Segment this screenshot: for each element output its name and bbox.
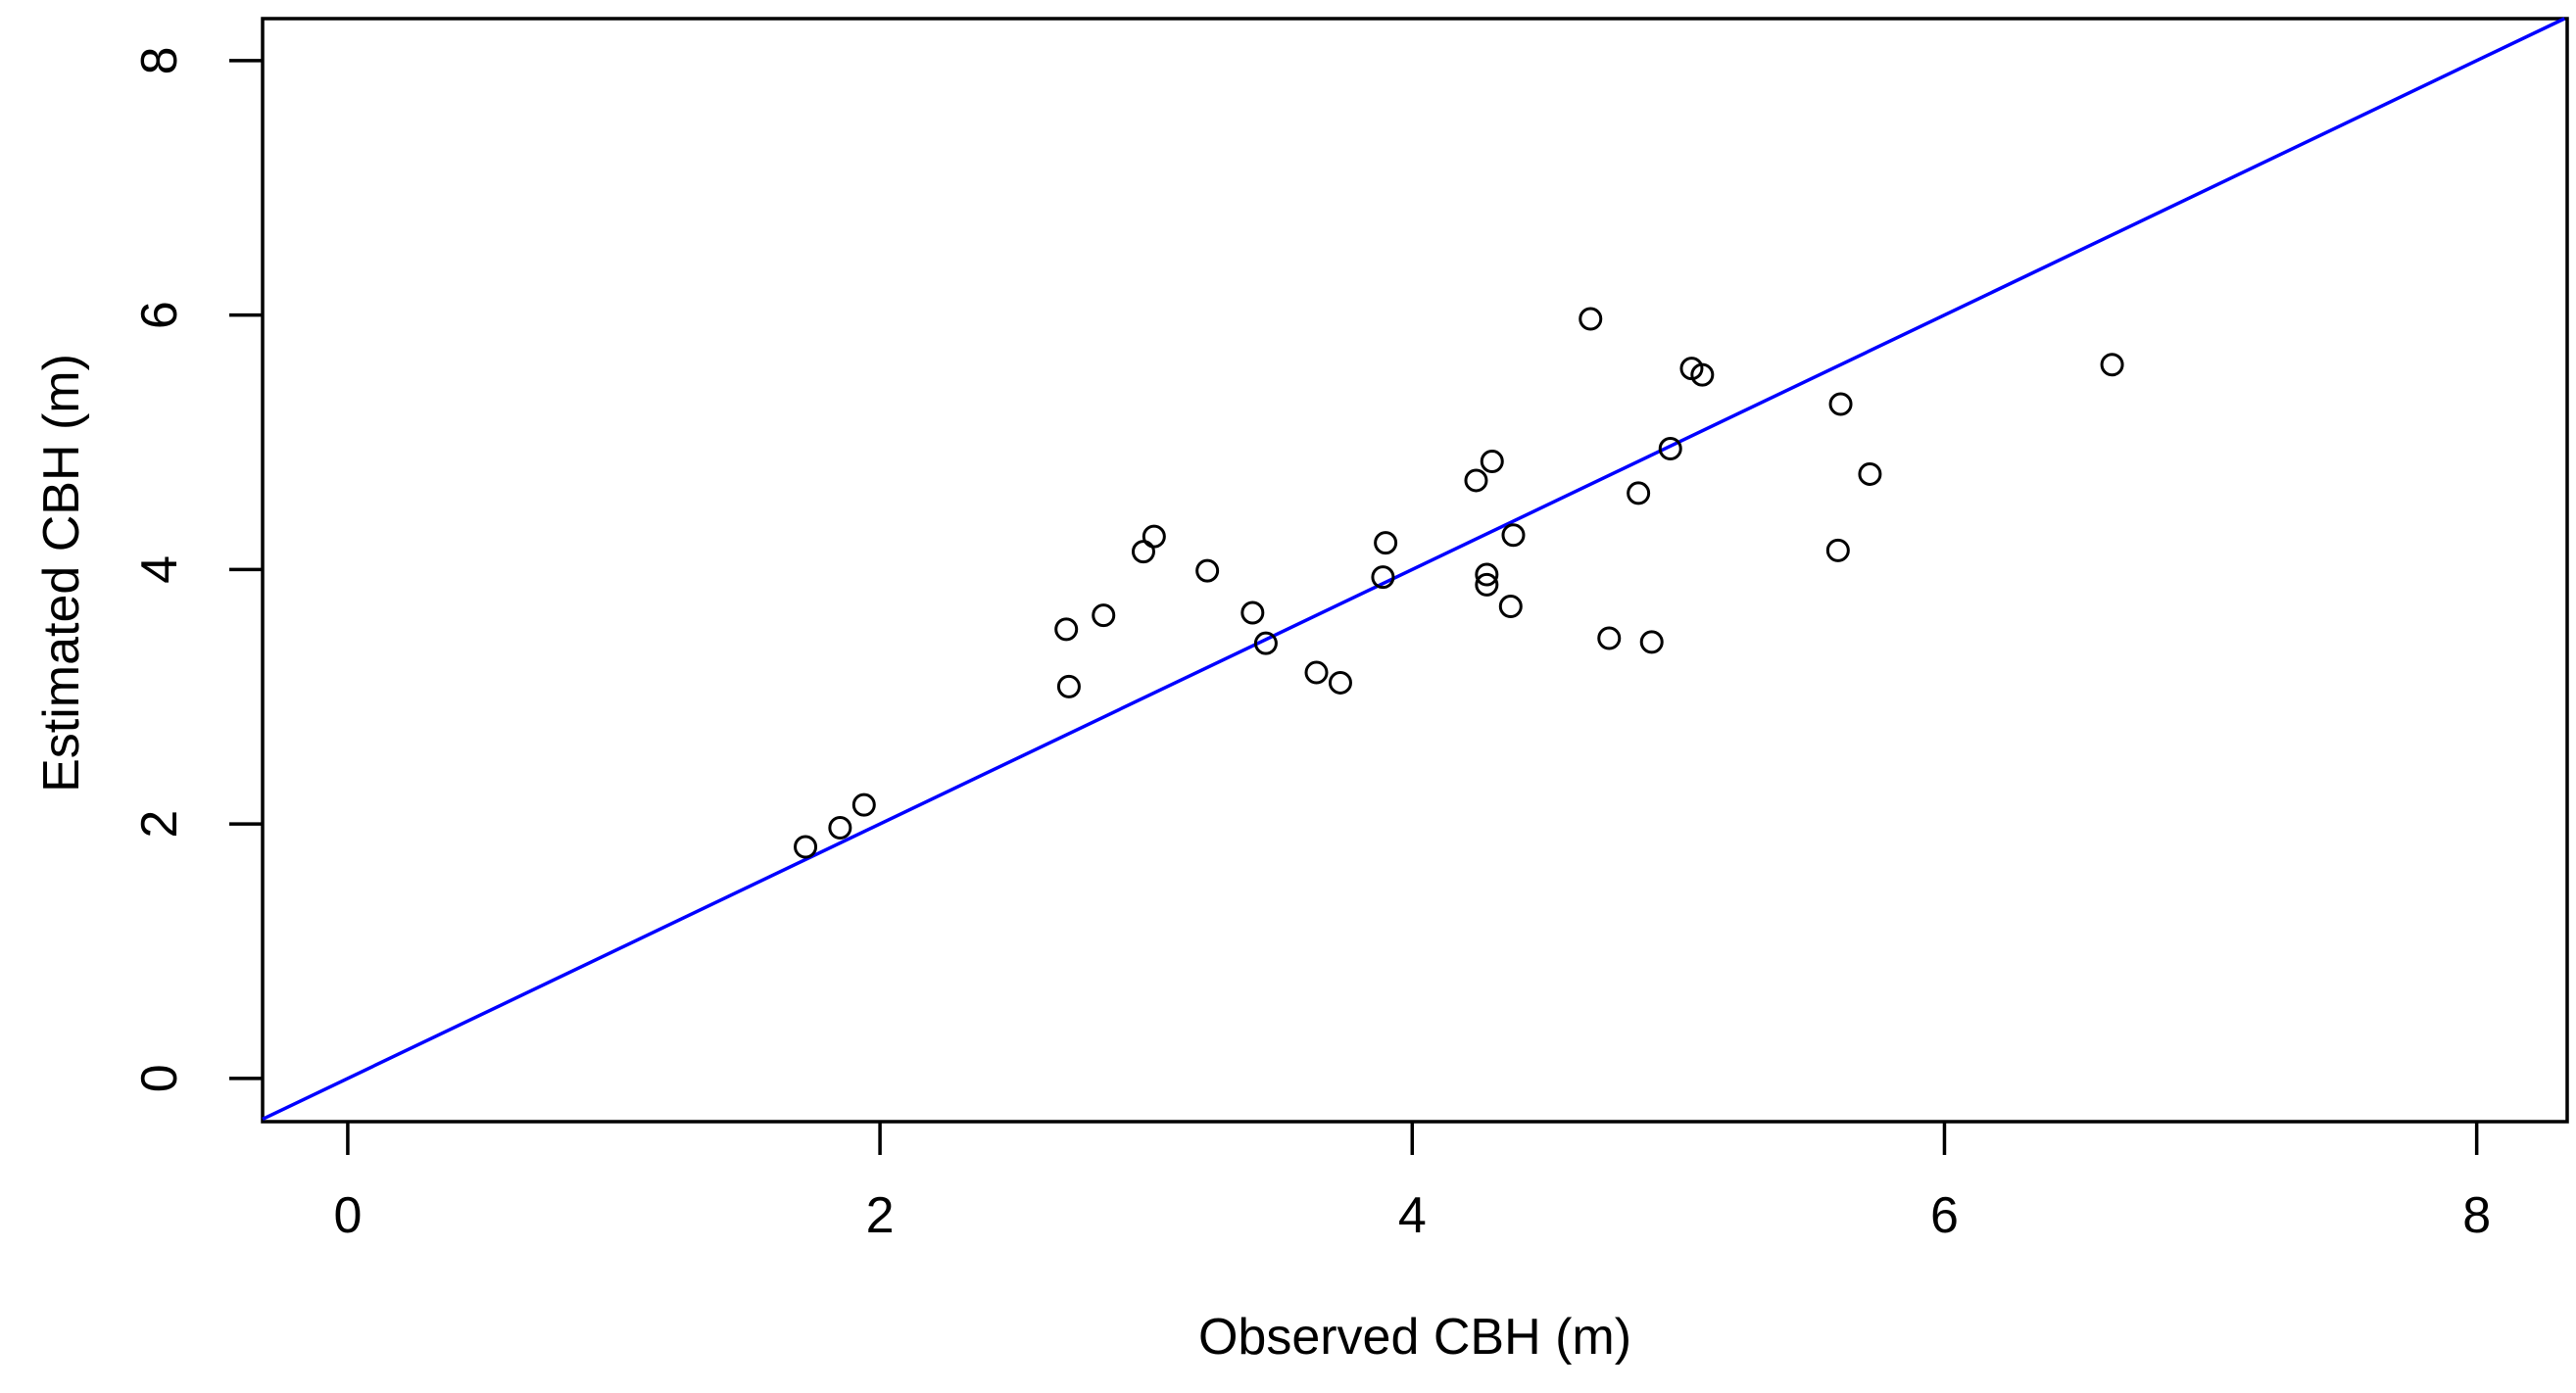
data-point	[1627, 481, 1651, 505]
x-axis: 0 2 4 6 8	[333, 1122, 2491, 1244]
data-point	[1501, 523, 1526, 548]
data-point	[794, 835, 818, 859]
data-point	[1475, 572, 1499, 597]
data-point	[1195, 558, 1220, 583]
data-point	[1092, 603, 1116, 628]
data-point	[1639, 630, 1664, 654]
x-axis-label: Observed CBH (m)	[1198, 1309, 1631, 1366]
data-point	[1131, 540, 1155, 564]
y-axis-label: Estimated CBH (m)	[33, 354, 90, 793]
data-point	[1597, 626, 1622, 650]
data-point	[1690, 362, 1715, 387]
x-tick-label: 0	[333, 1187, 362, 1244]
data-point	[1240, 600, 1265, 625]
x-tick-label: 2	[866, 1187, 895, 1244]
plot-area: 0 2 4 6 8 0 2 4 6 8	[131, 17, 2569, 1244]
data-point	[828, 815, 852, 840]
data-point	[1328, 670, 1352, 695]
x-tick-label: 8	[2462, 1187, 2491, 1244]
data-point	[1475, 562, 1499, 587]
data-point	[1374, 531, 1398, 555]
data-point	[1371, 565, 1395, 590]
data-point	[1480, 449, 1504, 473]
identity-line	[262, 17, 2566, 1121]
y-tick-label: 6	[131, 301, 188, 329]
data-point	[1464, 468, 1488, 493]
data-points	[794, 307, 2124, 859]
x-tick-label: 4	[1398, 1187, 1427, 1244]
data-point	[1054, 617, 1079, 642]
y-axis: 0 2 4 6 8	[131, 46, 263, 1092]
y-tick-label: 8	[131, 46, 188, 74]
y-tick-label: 2	[131, 810, 188, 839]
data-point	[2100, 353, 2124, 377]
data-point	[1498, 595, 1523, 619]
x-tick-label: 6	[1930, 1187, 1959, 1244]
data-point	[1658, 436, 1682, 460]
data-point	[1142, 524, 1166, 549]
data-point	[1825, 538, 1850, 562]
data-point	[1253, 631, 1278, 655]
data-point	[1056, 674, 1081, 698]
data-point	[1858, 461, 1882, 486]
data-point	[1828, 392, 1853, 416]
y-tick-label: 4	[131, 555, 188, 584]
data-point	[1579, 307, 1603, 331]
y-tick-label: 0	[131, 1064, 188, 1092]
data-point	[1304, 660, 1329, 685]
data-point	[851, 793, 876, 817]
